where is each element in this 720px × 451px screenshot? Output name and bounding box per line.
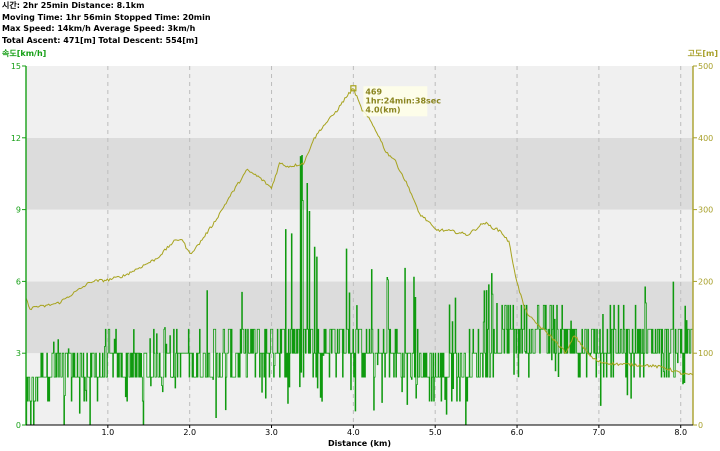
right-axis-title: 고도[m] — [688, 49, 718, 58]
annotation-bg — [363, 86, 428, 117]
x-tick-label: 4.0 — [347, 428, 360, 437]
annotation-elevation: 469 — [365, 87, 382, 96]
stats-moving-stopped: Moving Time: 1hr 56min Stopped Time: 20m… — [2, 12, 211, 22]
stats-ascent-descent: Total Ascent: 471[m] Total Descent: 554[… — [2, 35, 198, 45]
band — [26, 137, 693, 210]
axes: 0 3 6 9 12 15 0 100 200 300 400 500 1.0 2.0 3.0 4.0 5.0 6… — [2, 48, 718, 448]
speed-line — [25, 155, 694, 426]
left-tick-label: 15 — [11, 62, 21, 71]
annotation-distance: 4.0(km) — [365, 105, 400, 114]
left-tick-label: 3 — [16, 349, 21, 358]
x-tick-label: 1.0 — [101, 428, 114, 437]
left-tick-label: 9 — [16, 206, 21, 215]
elevation-line — [25, 88, 694, 376]
x-tick-label: 7.0 — [593, 428, 606, 437]
right-tick-label: 300 — [698, 206, 713, 215]
left-tick-label: 6 — [16, 277, 21, 286]
right-tick-label: 200 — [698, 277, 713, 286]
left-axis-title: 속도[km/h] — [2, 48, 46, 58]
right-tick-label: 400 — [698, 134, 713, 143]
x-tick-label: 5.0 — [429, 428, 442, 437]
peak-marker — [350, 85, 357, 92]
x-axis-title: Distance (km) — [328, 439, 391, 448]
speed-series — [25, 155, 694, 426]
right-tick-label: 100 — [698, 349, 713, 358]
stats-time-distance: 시간: 2hr 25min Distance: 8.1km — [2, 1, 145, 10]
x-tick-label: 8.0 — [674, 428, 687, 437]
x-tick-label: 2.0 — [183, 428, 196, 437]
elevation-series — [25, 88, 694, 376]
band — [26, 281, 693, 354]
annotation-time: 1hr:24min:38sec — [365, 96, 441, 105]
x-tick-label: 6.0 — [511, 428, 524, 437]
right-tick-label: 0 — [698, 421, 703, 430]
x-tick-label: 3.0 — [265, 428, 278, 437]
background-bands — [26, 66, 693, 425]
stats-speed: Max Speed: 14km/h Average Speed: 3km/h — [2, 24, 196, 33]
left-tick-label: 0 — [16, 421, 21, 430]
band — [26, 209, 693, 282]
left-tick-label: 12 — [11, 134, 21, 143]
stats-panel: 시간: 2hr 25min Distance: 8.1km Moving Tim… — [2, 0, 211, 46]
right-tick-label: 500 — [698, 62, 713, 71]
